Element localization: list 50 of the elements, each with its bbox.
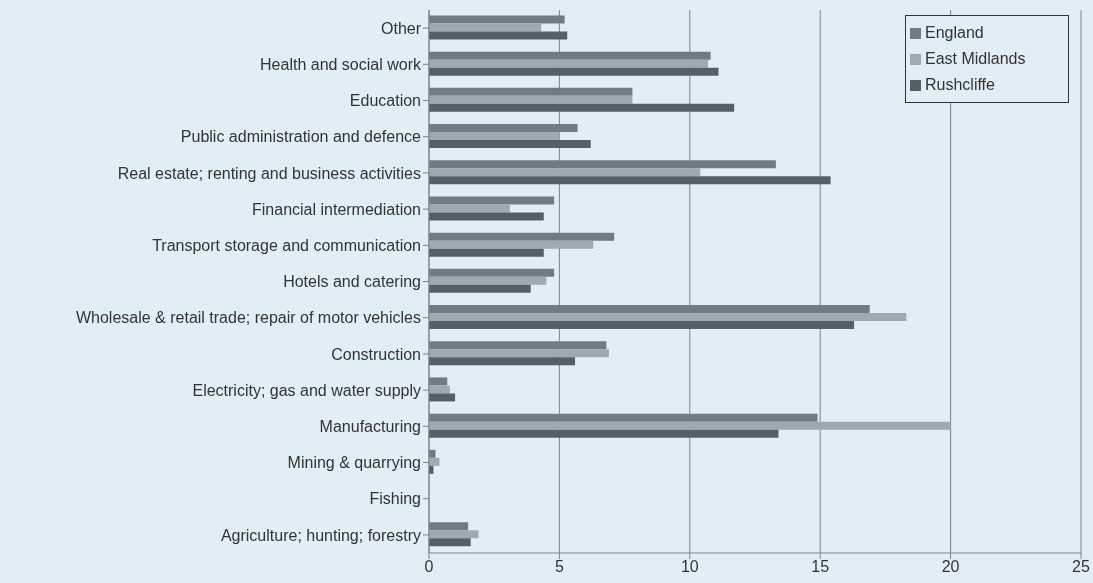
x-tick-label: 25 <box>1072 558 1090 576</box>
bar <box>429 140 591 149</box>
bar <box>429 313 907 322</box>
bar <box>429 67 719 76</box>
bar <box>429 31 568 40</box>
y-tick-label: Transport storage and communication <box>152 236 421 254</box>
bar <box>429 530 479 539</box>
bar <box>429 538 471 547</box>
y-tick-label: Hotels and catering <box>283 273 421 291</box>
legend-label: East Midlands <box>925 50 1026 67</box>
y-tick-label: Agriculture; hunting; forestry <box>220 526 421 544</box>
bar <box>429 95 633 104</box>
bar <box>429 132 560 141</box>
bar <box>429 23 542 32</box>
y-tick-label: Construction <box>331 345 421 363</box>
y-tick-label: Financial intermediation <box>252 200 421 218</box>
x-tick-label: 20 <box>941 558 960 576</box>
bar <box>429 103 735 112</box>
bar <box>429 204 510 213</box>
bar <box>429 59 709 68</box>
bar <box>429 284 531 293</box>
bar <box>429 357 576 366</box>
y-tick-label: Wholesale & retail trade; repair of motor vehicles <box>75 309 421 327</box>
x-tick-label: 5 <box>554 558 564 576</box>
y-tick-label: Electricity; gas and water supply <box>192 381 421 399</box>
y-tick-label: Manufacturing <box>319 417 421 435</box>
bar <box>429 421 951 430</box>
bar <box>429 168 701 177</box>
y-tick-label: Public administration and defence <box>180 128 422 146</box>
y-tick-label: Education <box>349 92 421 110</box>
legend-label: Rushcliffe <box>925 76 995 93</box>
bar <box>429 276 547 285</box>
y-tick-label: Real estate; renting and business activities <box>117 164 421 182</box>
x-tick-label: 15 <box>811 558 830 576</box>
x-tick-label: 10 <box>680 558 699 576</box>
bar <box>429 321 855 330</box>
bar <box>429 385 450 394</box>
legend-label: England <box>925 24 984 41</box>
bar <box>429 240 594 249</box>
y-tick-label: Other <box>380 19 422 37</box>
bar <box>429 393 456 402</box>
bar <box>429 429 779 438</box>
y-tick-label: Mining & quarrying <box>287 454 421 472</box>
bar <box>429 212 544 221</box>
bar <box>429 349 609 358</box>
x-tick-label: 0 <box>424 558 434 576</box>
y-tick-label: Fishing <box>369 490 421 508</box>
y-tick-label: Health and social work <box>260 55 422 73</box>
bar <box>429 248 544 257</box>
bar <box>429 176 831 185</box>
